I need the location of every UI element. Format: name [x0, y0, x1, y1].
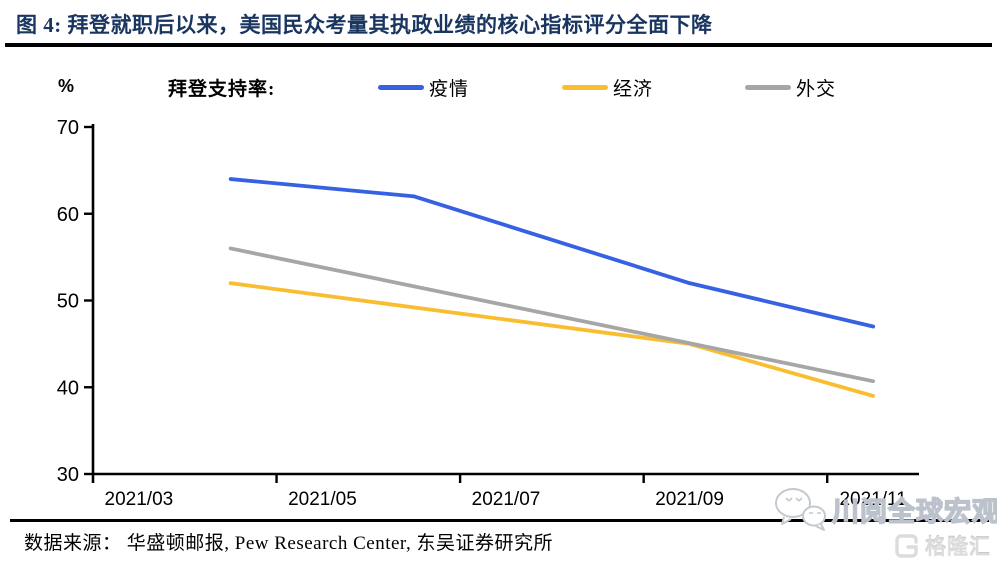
footer-divider — [10, 519, 989, 522]
y-tick-label: 40 — [57, 377, 79, 399]
line-chart: 30 40 50 60 70 2021/03 2021/05 2021/07 2021/09 20… — [57, 117, 919, 505]
legend-item-epidemic: 疫情 — [378, 74, 469, 101]
y-tick-label: 70 — [57, 117, 79, 139]
title-divider — [5, 43, 992, 47]
series-line-2 — [228, 246, 876, 384]
x-tick-label: 2021/11 — [839, 489, 906, 505]
x-tick-label: 2021/07 — [472, 489, 541, 505]
series-line-1 — [228, 281, 876, 398]
wechat-watermark: 川阅全球宏观 — [772, 486, 997, 532]
y-tick-label: 60 — [57, 204, 79, 226]
wechat-watermark-text: 川阅全球宏观 — [831, 496, 997, 527]
x-tick-label: 2021/03 — [105, 489, 174, 505]
legend-swatch-epidemic — [378, 85, 424, 90]
x-tick-label: 2021/09 — [655, 489, 724, 505]
data-source-note: 数据来源： 华盛顿邮报, Pew Research Center, 东吴证券研究… — [24, 533, 553, 554]
legend-swatch-diplomacy — [745, 85, 791, 90]
legend-label-epidemic: 疫情 — [429, 79, 470, 100]
gelonghui-watermark-text: 格隆汇 — [925, 536, 991, 559]
legend-item-diplomacy: 外交 — [745, 74, 836, 101]
gelonghui-watermark: 格隆汇 — [894, 531, 991, 561]
legend-swatch-economy — [562, 85, 608, 90]
legend-title: 拜登支持率: — [168, 79, 276, 100]
x-tick-label: 2021/05 — [288, 489, 357, 505]
series-line-0 — [228, 177, 876, 329]
y-tick-label: 30 — [57, 464, 79, 486]
y-axis-unit-label: % — [58, 76, 75, 96]
y-tick-label: 50 — [57, 291, 79, 313]
legend-label-diplomacy: 外交 — [796, 79, 837, 100]
legend-item-economy: 经济 — [562, 74, 653, 101]
wechat-icon — [775, 488, 826, 531]
gelonghui-icon — [895, 534, 918, 558]
figure-title: 图 4: 拜登就职后以来，美国民众考量其执政业绩的核心指标评分全面下降 — [16, 13, 713, 37]
legend-label-economy: 经济 — [613, 79, 654, 100]
